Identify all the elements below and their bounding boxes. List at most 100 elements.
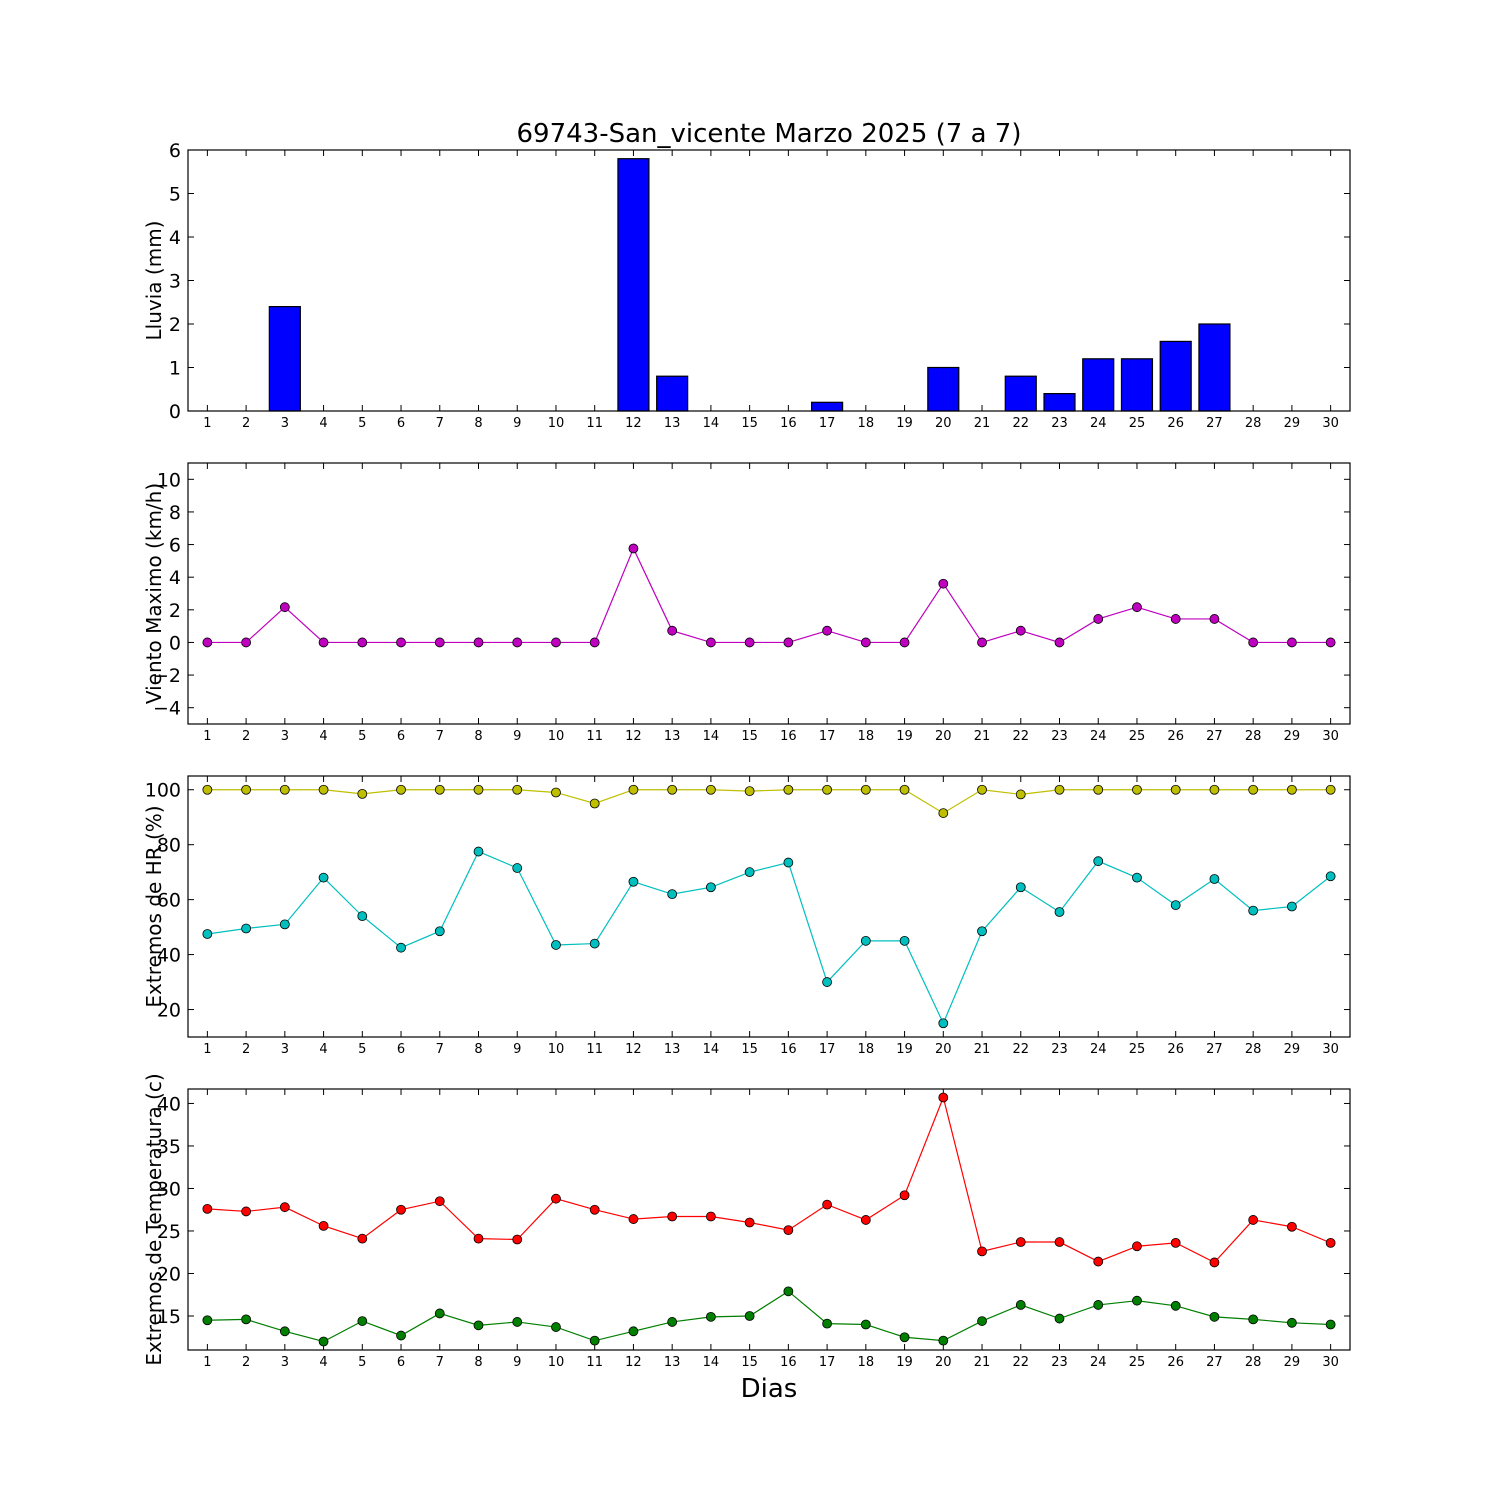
x-tick-label: 17 (819, 1355, 836, 1370)
data-point (241, 637, 252, 648)
x-tick-label: 24 (1090, 1355, 1107, 1370)
x-tick-label: 9 (513, 1355, 521, 1370)
x-tick-label: 4 (319, 416, 327, 431)
x-tick-label: 26 (1167, 729, 1184, 744)
data-point (589, 1335, 600, 1346)
x-tick-label: 14 (703, 416, 720, 431)
data-point (473, 637, 484, 648)
x-tick-label: 23 (1051, 416, 1068, 431)
x-tick-label: 13 (664, 1355, 681, 1370)
data-point (279, 1202, 290, 1213)
x-tick-label: 29 (1284, 1042, 1301, 1057)
data-point (706, 1211, 716, 1222)
data-point (1209, 784, 1220, 795)
x-tick-label: 10 (548, 1042, 565, 1057)
x-tick-label: 21 (974, 416, 991, 431)
data-point (899, 784, 910, 795)
data-point (396, 1330, 406, 1341)
x-tick-label: 20 (935, 1355, 952, 1370)
data-point (357, 911, 368, 922)
data-point (667, 1211, 678, 1222)
x-tick-label: 6 (397, 416, 405, 431)
data-point (1287, 784, 1297, 795)
data-point (396, 637, 406, 648)
x-tick-label: 16 (780, 1042, 797, 1057)
data-point (1132, 602, 1142, 613)
x-tick-label: 22 (1012, 1042, 1029, 1057)
data-point (1287, 1221, 1297, 1232)
data-point (899, 935, 910, 946)
x-tick-label: 28 (1245, 729, 1262, 744)
bar (268, 306, 301, 412)
data-point (1170, 1237, 1181, 1248)
x-tick-label: 4 (319, 729, 327, 744)
panel-4: Extremos de Temperatura (c)1520253035401… (142, 1073, 1351, 1370)
x-tick-label: 13 (664, 416, 681, 431)
y-tick-label: 2 (169, 600, 181, 622)
x-tick-label: 30 (1322, 1355, 1339, 1370)
data-point (589, 1204, 600, 1215)
data-point (860, 784, 871, 795)
plot-frame (187, 462, 1351, 725)
data-point (1248, 905, 1259, 916)
data-point (1325, 1237, 1336, 1248)
data-point (744, 1217, 755, 1228)
plot-frame (187, 775, 1351, 1038)
data-point (512, 1234, 523, 1245)
x-tick-label: 18 (858, 1355, 875, 1370)
data-point (512, 1317, 523, 1327)
y-tick-label: 100 (145, 780, 181, 802)
data-point (1248, 637, 1259, 648)
data-point (589, 637, 600, 648)
x-tick-label: 6 (397, 1355, 405, 1370)
x-tick-label: 23 (1051, 1042, 1068, 1057)
x-tick-label: 30 (1322, 416, 1339, 431)
data-point (202, 637, 213, 648)
series-line-1 (207, 789, 1331, 814)
x-tick-label: 5 (358, 416, 366, 431)
x-tick-label: 28 (1245, 1355, 1262, 1370)
y-tick-label: 5 (169, 184, 181, 206)
data-point (822, 977, 832, 987)
y-axis-title: Lluvia (mm) (142, 221, 166, 341)
x-tick-label: 18 (858, 1042, 875, 1057)
data-point (551, 787, 561, 798)
x-tick-label: 19 (896, 1042, 913, 1057)
x-tick-label: 12 (625, 729, 642, 744)
x-tick-label: 2 (242, 1042, 250, 1057)
x-tick-label: 14 (703, 1355, 720, 1370)
x-tick-label: 26 (1167, 416, 1184, 431)
x-tick-label: 23 (1051, 729, 1068, 744)
x-tick-label: 5 (358, 1042, 366, 1057)
bar (1159, 340, 1192, 412)
x-tick-label: 5 (358, 729, 366, 744)
data-point (1170, 614, 1181, 624)
y-axis-title: Extremos de HR (%) (142, 805, 166, 1007)
x-tick-label: 3 (281, 1355, 289, 1370)
x-tick-label: 18 (858, 729, 875, 744)
x-tick-label: 27 (1206, 729, 1223, 744)
series-line-1 (207, 546, 1331, 644)
data-point (1132, 1241, 1142, 1252)
data-point (706, 882, 716, 893)
x-tick-label: 14 (703, 729, 720, 744)
x-tick-label: 19 (896, 416, 913, 431)
data-point (783, 857, 794, 868)
data-point (977, 1316, 987, 1326)
data-point (1054, 784, 1065, 795)
data-point (279, 1326, 290, 1337)
data-point (241, 1314, 252, 1325)
data-point (1325, 1319, 1336, 1330)
x-tick-label: 12 (625, 416, 642, 431)
series-line-1 (207, 1095, 1331, 1264)
data-point (744, 1311, 755, 1321)
bar (1198, 323, 1231, 412)
data-point (1248, 1314, 1259, 1325)
x-tick-label: 22 (1012, 416, 1029, 431)
data-point (357, 1316, 368, 1326)
data-point (589, 938, 600, 949)
data-point (938, 1018, 949, 1029)
x-tick-label: 8 (474, 729, 482, 744)
x-tick-label: 25 (1129, 1355, 1146, 1370)
bar (1004, 375, 1037, 412)
